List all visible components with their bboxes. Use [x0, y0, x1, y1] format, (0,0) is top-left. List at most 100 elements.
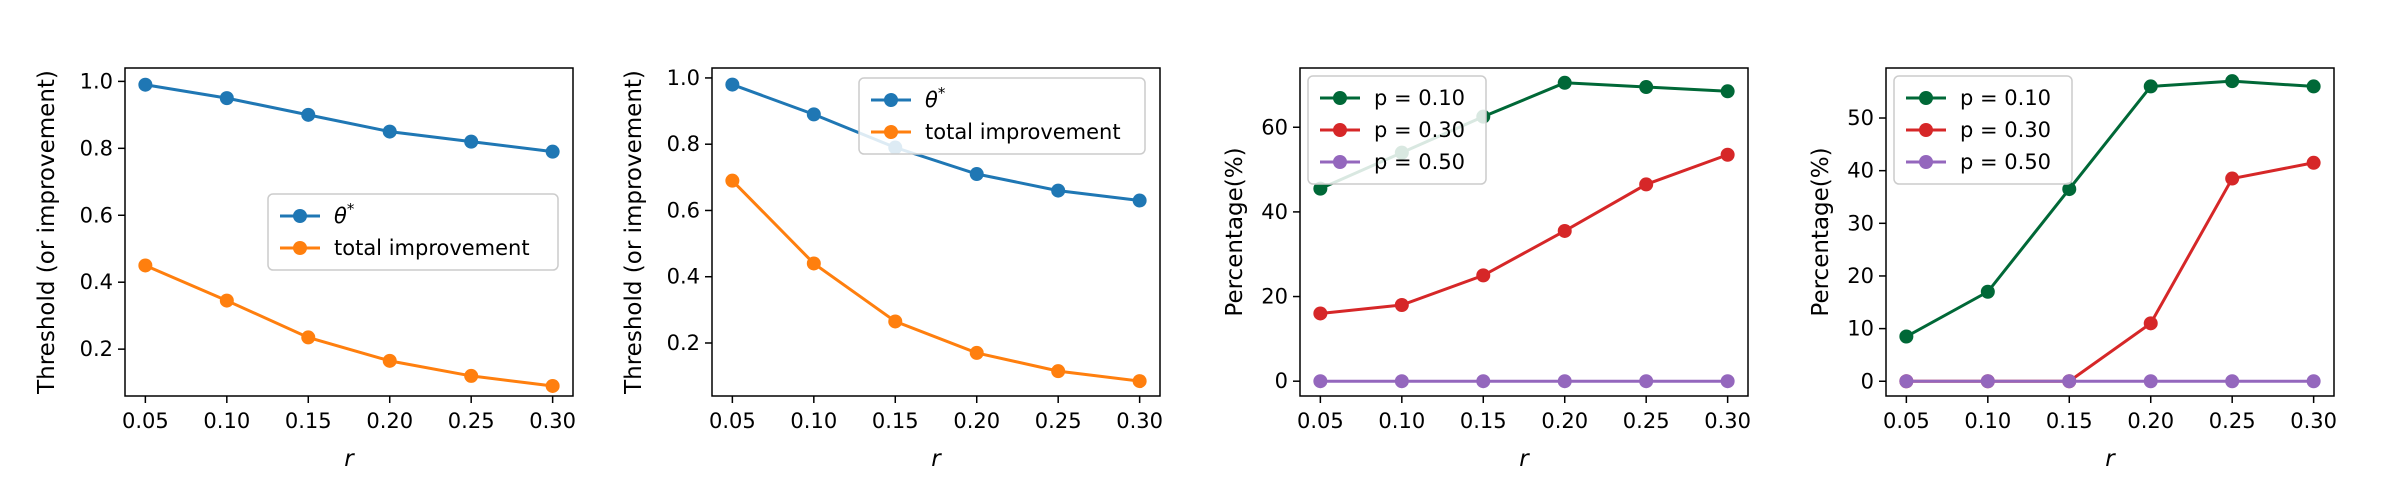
legend-swatch-marker: [884, 93, 898, 107]
series-line-1: [145, 83, 553, 154]
data-point: [1476, 268, 1491, 283]
data-point: [1557, 374, 1572, 389]
data-point: [1313, 374, 1328, 389]
data-point: [2143, 316, 2158, 331]
y-tick-label: 40: [1847, 159, 1874, 183]
data-point: [545, 378, 560, 393]
y-tick-label: 0.2: [667, 331, 700, 355]
x-tick-label: 0.20: [366, 409, 413, 433]
y-tick-label: 20: [1847, 264, 1874, 288]
legend-swatch-marker: [1333, 155, 1347, 169]
x-axis-label: r: [344, 446, 355, 472]
data-point: [2143, 374, 2158, 389]
legend: p = 0.10 p = 0.30 p = 0.50: [1893, 75, 2073, 185]
series-line-1: [731, 83, 1140, 203]
x-tick-label: 0.25: [2209, 409, 2256, 433]
data-point: [1720, 374, 1735, 389]
legend-label: total improvement: [925, 120, 1121, 144]
x-tick-label: 0.30: [1116, 409, 1163, 433]
data-point: [301, 107, 316, 122]
data-point: [1639, 374, 1654, 389]
data-point: [545, 144, 560, 159]
chart-panel-1: 0.05 0.10 0.15 0.20 0.25 0.30 0.2 0.4 0.6 0.8 1.0 r…: [34, 67, 576, 472]
legend-label: θ*: [334, 200, 355, 228]
data-point: [725, 173, 740, 188]
series-line-2: [731, 179, 1140, 383]
legend-swatch-marker: [1333, 123, 1347, 137]
x-axis-label: r: [931, 446, 942, 472]
series-line-1: [1905, 79, 2314, 338]
axes-frame: [711, 67, 1161, 397]
y-tick-label: 1.0: [667, 66, 700, 90]
x-axis-label: r: [1519, 446, 1530, 472]
data-point: [138, 77, 153, 92]
data-point: [2306, 79, 2321, 94]
y-axis-label: Threshold (or improvement): [34, 70, 60, 395]
data-point: [1394, 374, 1409, 389]
legend-label: θ*: [925, 84, 946, 112]
data-point: [806, 256, 821, 271]
data-point: [1394, 298, 1409, 313]
data-point: [2062, 182, 2077, 197]
data-point: [1899, 329, 1914, 344]
axes-frame: [124, 67, 574, 397]
y-tick-label: 40: [1261, 200, 1288, 224]
x-tick-label: 0.25: [1623, 409, 1670, 433]
y-tick-label: 30: [1847, 211, 1874, 235]
legend: p = 0.10 p = 0.30 p = 0.50: [1307, 75, 1487, 185]
axes-frame: [1885, 67, 2335, 397]
legend-box: [1307, 75, 1487, 185]
data-point: [1132, 193, 1147, 208]
x-tick-label: 0.30: [529, 409, 576, 433]
legend-swatch-marker: [293, 209, 307, 223]
x-axis-label: r: [2105, 446, 2116, 472]
y-tick-label: 0.4: [80, 270, 113, 294]
y-tick-label: 0.6: [80, 203, 113, 227]
legend-label: p = 0.50: [1960, 150, 2051, 174]
chart-panel-4: 0.05 0.10 0.15 0.20 0.25 0.30 0 10 20 30 40 50 r Perc…: [1808, 67, 2337, 472]
legend-box: [858, 77, 1146, 155]
y-tick-label: 0.8: [667, 132, 700, 156]
data-point: [1720, 147, 1735, 162]
data-point: [138, 258, 153, 273]
y-axis-label: Percentage(%): [1808, 147, 1834, 316]
data-point: [382, 353, 397, 368]
axes-frame: [1299, 67, 1749, 397]
x-tick-label: 0.05: [122, 409, 169, 433]
x-tick-label: 0.05: [1297, 409, 1344, 433]
legend-swatch-marker: [1919, 91, 1933, 105]
x-tick-label: 0.05: [1883, 409, 1930, 433]
x-tick-label: 0.15: [1460, 409, 1507, 433]
legend-label: p = 0.30: [1960, 118, 2051, 142]
data-point: [1313, 306, 1328, 321]
data-point: [2225, 374, 2240, 389]
chart-panel-3: 0.05 0.10 0.15 0.20 0.25 0.30 0 20 40 60 r Percenta…: [1222, 67, 1751, 472]
y-tick-label: 50: [1847, 106, 1874, 130]
legend-swatch-marker: [1919, 123, 1933, 137]
x-tick-label: 0.30: [1704, 409, 1751, 433]
x-tick-label: 0.25: [1035, 409, 1082, 433]
data-point: [1980, 374, 1995, 389]
data-point: [1051, 364, 1066, 379]
data-point: [2306, 155, 2321, 170]
data-point: [1720, 84, 1735, 99]
data-point: [1639, 80, 1654, 95]
data-point: [301, 330, 316, 345]
y-tick-label: 0.4: [667, 265, 700, 289]
data-point: [969, 167, 984, 182]
data-point: [1639, 177, 1654, 192]
legend-box: [267, 193, 559, 271]
x-tick-label: 0.20: [953, 409, 1000, 433]
x-tick-label: 0.20: [1541, 409, 1588, 433]
x-tick-label: 0.15: [2046, 409, 2093, 433]
legend: θ* total improvement: [267, 193, 559, 271]
y-tick-label: 0.2: [80, 337, 113, 361]
data-point: [888, 314, 903, 329]
legend-swatch-marker: [1333, 91, 1347, 105]
legend-label: p = 0.10: [1960, 86, 2051, 110]
data-point: [1132, 374, 1147, 389]
y-tick-label: 0: [1275, 369, 1288, 393]
x-tick-label: 0.15: [872, 409, 919, 433]
data-point: [464, 134, 479, 149]
